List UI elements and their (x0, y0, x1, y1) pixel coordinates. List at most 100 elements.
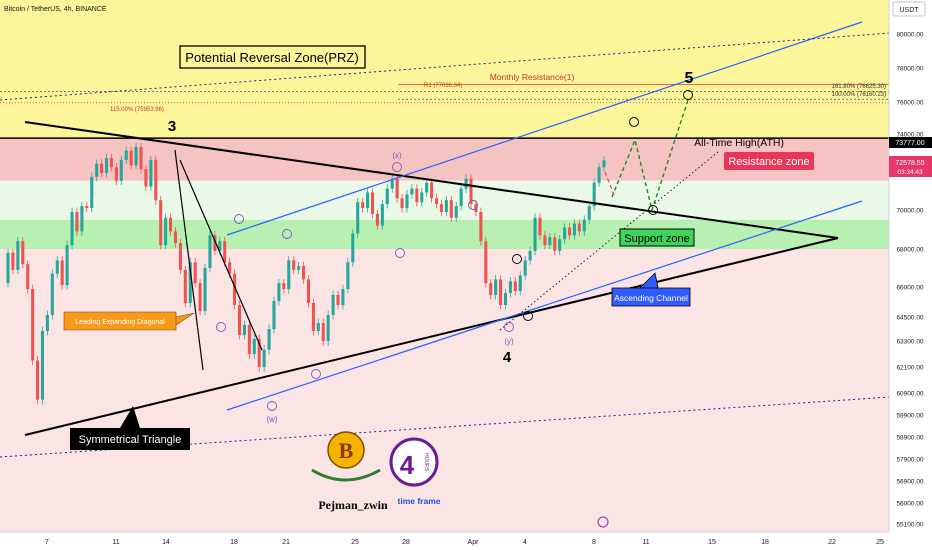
candle-body (45, 315, 49, 331)
y-tick-label: 80000.00 (896, 32, 923, 39)
candle-body (602, 160, 606, 168)
candle-body (90, 176, 94, 209)
candle-body (65, 245, 69, 286)
candle-body (356, 202, 360, 234)
time-axis[interactable] (0, 532, 889, 550)
candle-body (582, 219, 586, 232)
candle-body (449, 200, 453, 218)
ath-label: All-Time High(ATH) (694, 137, 784, 149)
candle-body (528, 250, 532, 261)
ath-price-tag (889, 137, 932, 148)
projection-paths (499, 99, 719, 331)
candle-body (218, 241, 222, 251)
symmetrical-triangle (24, 121, 839, 436)
candle-body (169, 217, 173, 232)
x-tick-label: 21 (282, 539, 290, 546)
candle-body (114, 167, 118, 181)
y-tick-label: 78000.00 (896, 66, 923, 73)
currency-box[interactable] (892, 1, 926, 17)
wave-y-label: (y) (504, 337, 514, 346)
candle-body (257, 339, 261, 367)
x-tick-label: 11 (112, 539, 119, 546)
candle-body (277, 283, 281, 301)
candle-body (237, 305, 242, 335)
candle-body (193, 262, 197, 284)
y-tick-label: 68000.00 (896, 247, 923, 254)
x-tick-label: 11 (642, 539, 649, 546)
support-zone-band (0, 219, 889, 249)
candle-body (302, 266, 306, 280)
candle-body (164, 217, 168, 246)
candle-body (435, 198, 439, 205)
candle-body (430, 182, 434, 199)
candle-body (370, 192, 375, 214)
candle-body (533, 217, 537, 251)
candle-body (247, 325, 251, 354)
candle-body (563, 227, 567, 240)
candle-body (272, 301, 276, 329)
fib-1000-label: 100.00% (76160.23) (832, 92, 886, 98)
candle-body (70, 211, 74, 246)
candle-body (444, 200, 448, 212)
y-tick-label: 56000.00 (896, 501, 923, 508)
candle-body (577, 223, 581, 232)
candle-body (198, 283, 202, 311)
candle-body (159, 200, 163, 246)
ath-price-tag-text: 73777.00 (895, 140, 924, 147)
author-name: Pejman_zwin (318, 498, 388, 512)
x-tick-labels: 7 11 14 18 21 25 28 Apr 4 8 11 15 18 22 25 (45, 539, 884, 546)
r1-label: R1 (77036.34) (424, 83, 462, 89)
y-tick-label: 74000.00 (896, 132, 923, 139)
candle-body (390, 178, 394, 189)
y-tick-label: 60900.00 (896, 391, 923, 398)
x-tick-label: 18 (761, 539, 769, 546)
candle-body (336, 295, 340, 305)
x-tick-label: 25 (351, 539, 359, 546)
candle-body (50, 273, 54, 315)
candle-body (233, 273, 237, 305)
price-axis[interactable] (889, 0, 932, 550)
candle-body (36, 360, 40, 400)
leading-diagonal-box (63, 311, 195, 331)
candle-body (572, 223, 576, 236)
candle-body (538, 217, 542, 236)
leading-diagonal-lines (174, 149, 263, 371)
candle-body (587, 206, 591, 220)
candle-body (380, 204, 384, 226)
candle-body (85, 206, 89, 209)
x-tick-label: 8 (592, 539, 596, 546)
candle-body (346, 262, 350, 289)
candle-body (553, 237, 557, 251)
candle-body (6, 252, 10, 284)
y-tick-label: 58900.00 (896, 435, 923, 442)
lower-pink-zone (0, 249, 889, 532)
prz-label: Potential Reversal Zone(PRZ) (185, 50, 358, 65)
x-tick-label: 7 (45, 539, 49, 546)
candle-body (223, 241, 227, 263)
countdown-text: 03:34:43 (897, 169, 923, 176)
candle-body (494, 279, 498, 295)
candle-body (326, 315, 330, 341)
candle-body (109, 158, 113, 168)
candles-group (6, 142, 606, 405)
candle-body (439, 204, 443, 212)
candle-body (415, 188, 419, 203)
candle-body (208, 235, 212, 268)
y-tick-label: 66000.00 (896, 285, 923, 292)
candle-body (306, 279, 310, 303)
candle-body (262, 349, 266, 367)
candle-body (16, 241, 20, 270)
candle-body (508, 281, 512, 293)
candle-body (395, 178, 399, 199)
candle-body (400, 198, 404, 209)
last-price-tag (889, 156, 932, 177)
candle-body (474, 204, 478, 212)
event-icon[interactable] (597, 516, 609, 528)
candle-body (420, 192, 424, 203)
upper-dotted-trendlines (0, 32, 891, 458)
wave-markers (216, 90, 693, 411)
candle-body (321, 323, 325, 341)
x-tick-label: 22 (828, 539, 836, 546)
author-logo: B 4 HOURS Pejman_zwin time frame (311, 431, 441, 512)
